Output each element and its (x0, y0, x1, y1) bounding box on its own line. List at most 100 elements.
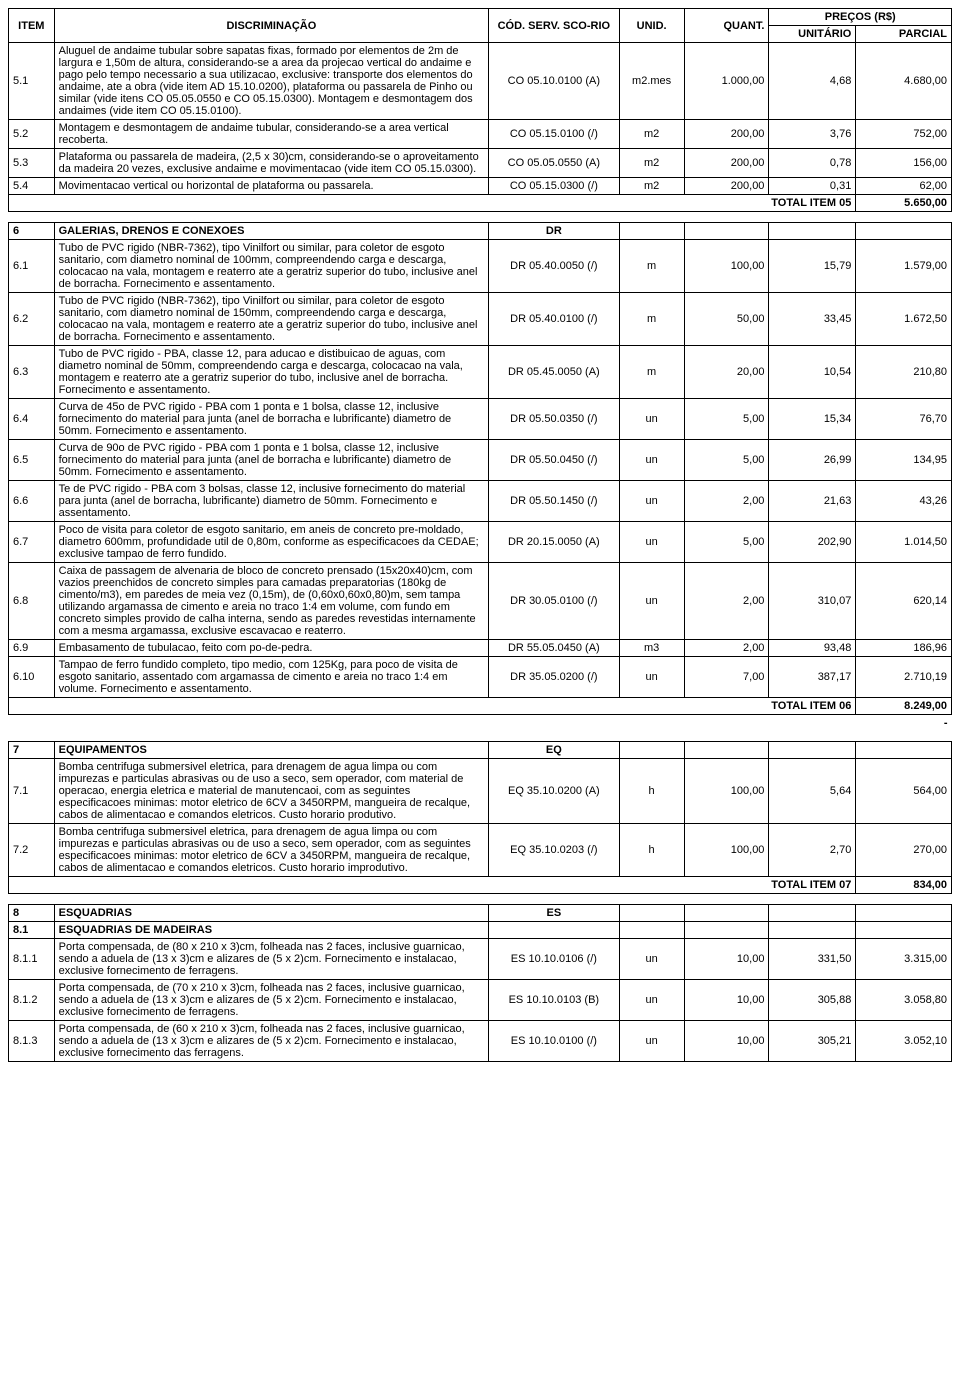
cell-unid: m3 (619, 640, 684, 657)
blank (856, 223, 952, 240)
table-row: 6.2Tubo de PVC rigido (NBR-7362), tipo V… (9, 293, 952, 346)
blank (684, 742, 769, 759)
table-row: 6.4Curva de 45o de PVC rigido - PBA com … (9, 399, 952, 440)
cell-cod: CO 05.10.0100 (A) (489, 43, 619, 120)
table-row: 6.8Caixa de passagem de alvenaria de blo… (9, 563, 952, 640)
table-row: 8.1.2Porta compensada, de (70 x 210 x 3)… (9, 980, 952, 1021)
cell-cod: DR 05.40.0100 (/) (489, 293, 619, 346)
cell-disc: Bomba centrifuga submersivel eletrica, p… (54, 759, 489, 824)
cell-unid: un (619, 522, 684, 563)
table-row: 6.5Curva de 90o de PVC rigido - PBA com … (9, 440, 952, 481)
cell-unit: 15,34 (769, 399, 856, 440)
cell-item: 6.1 (9, 240, 55, 293)
budget-table-07: 7 EQUIPAMENTOS EQ 7.1Bomba centrifuga su… (8, 741, 952, 894)
group6-total-row: TOTAL ITEM 06 8.249,00 (9, 698, 952, 715)
group7-total: 834,00 (856, 877, 952, 894)
cell-item: 6.3 (9, 346, 55, 399)
cell-item: 6.6 (9, 481, 55, 522)
cell-quant: 1.000,00 (684, 43, 769, 120)
group8-sub-item: 8.1 (9, 922, 55, 939)
cell-item: 5.1 (9, 43, 55, 120)
group8-body: 8.1.1Porta compensada, de (80 x 210 x 3)… (9, 939, 952, 1062)
group5-total-row: TOTAL ITEM 05 5.650,00 (9, 195, 952, 212)
cell-cod: CO 05.15.0100 (/) (489, 120, 619, 149)
group5-total-label: TOTAL ITEM 05 (9, 195, 856, 212)
cell-item: 8.1.1 (9, 939, 55, 980)
blank (856, 905, 952, 922)
table-row: 6.9Embasamento de tubulacao, feito com p… (9, 640, 952, 657)
cell-cod: ES 10.10.0106 (/) (489, 939, 619, 980)
table-row: 6.7Poco de visita para coletor de esgoto… (9, 522, 952, 563)
cell-quant: 200,00 (684, 149, 769, 178)
table-row: 8.1.3Porta compensada, de (60 x 210 x 3)… (9, 1021, 952, 1062)
cell-unid: m2.mes (619, 43, 684, 120)
cell-quant: 100,00 (684, 240, 769, 293)
cell-cod: DR 05.50.1450 (/) (489, 481, 619, 522)
cell-unid: un (619, 440, 684, 481)
cell-disc: Tubo de PVC rigido (NBR-7362), tipo Vini… (54, 293, 489, 346)
cell-disc: Plataforma ou passarela de madeira, (2,5… (54, 149, 489, 178)
group6-header-row: 6 GALERIAS, DRENOS E CONEXOES DR (9, 223, 952, 240)
hdr-parc: PARCIAL (856, 26, 952, 43)
group5-total: 5.650,00 (856, 195, 952, 212)
cell-unit: 0,78 (769, 149, 856, 178)
cell-parc: 752,00 (856, 120, 952, 149)
cell-cod: ES 10.10.0103 (B) (489, 980, 619, 1021)
cell-item: 7.2 (9, 824, 55, 877)
cell-item: 6.2 (9, 293, 55, 346)
cell-cod: DR 35.05.0200 (/) (489, 657, 619, 698)
cell-unit: 305,88 (769, 980, 856, 1021)
cell-cod: DR 20.15.0050 (A) (489, 522, 619, 563)
cell-unid: m2 (619, 149, 684, 178)
cell-unit: 33,45 (769, 293, 856, 346)
blank (769, 223, 856, 240)
cell-quant: 200,00 (684, 120, 769, 149)
cell-quant: 10,00 (684, 939, 769, 980)
cell-disc: Porta compensada, de (60 x 210 x 3)cm, f… (54, 1021, 489, 1062)
cell-disc: Embasamento de tubulacao, feito com po-d… (54, 640, 489, 657)
table-row: 6.6Te de PVC rigido - PBA com 3 bolsas, … (9, 481, 952, 522)
cell-parc: 62,00 (856, 178, 952, 195)
blank (619, 922, 684, 939)
cell-unid: un (619, 1021, 684, 1062)
cell-parc: 156,00 (856, 149, 952, 178)
cell-unid: m (619, 293, 684, 346)
cell-quant: 7,00 (684, 657, 769, 698)
cell-item: 5.3 (9, 149, 55, 178)
cell-disc: Bomba centrifuga submersivel eletrica, p… (54, 824, 489, 877)
group6-disc: GALERIAS, DRENOS E CONEXOES (54, 223, 489, 240)
cell-parc: 2.710,19 (856, 657, 952, 698)
group7-item: 7 (9, 742, 55, 759)
cell-cod: DR 05.50.0350 (/) (489, 399, 619, 440)
cell-cod: DR 30.05.0100 (/) (489, 563, 619, 640)
cell-unit: 15,79 (769, 240, 856, 293)
group8-disc: ESQUADRIAS (54, 905, 489, 922)
cell-unit: 202,90 (769, 522, 856, 563)
cell-unit: 2,70 (769, 824, 856, 877)
cell-quant: 5,00 (684, 399, 769, 440)
cell-parc: 564,00 (856, 759, 952, 824)
cell-unit: 93,48 (769, 640, 856, 657)
cell-disc: Tampao de ferro fundido completo, tipo m… (54, 657, 489, 698)
hdr-unid: UNID. (619, 9, 684, 43)
group8-subheader-row: 8.1 ESQUADRIAS DE MADEIRAS (9, 922, 952, 939)
cell-unit: 331,50 (769, 939, 856, 980)
cell-parc: 620,14 (856, 563, 952, 640)
cell-cod: DR 55.05.0450 (A) (489, 640, 619, 657)
cell-unid: m2 (619, 178, 684, 195)
table-row: 5.4Movimentacao vertical ou horizontal d… (9, 178, 952, 195)
group8-header-row: 8 ESQUADRIAS ES (9, 905, 952, 922)
cell-parc: 43,26 (856, 481, 952, 522)
cell-parc: 3.315,00 (856, 939, 952, 980)
group5-body: 5.1Aluguel de andaime tubular sobre sapa… (9, 43, 952, 195)
hdr-item: ITEM (9, 9, 55, 43)
cell-disc: Aluguel de andaime tubular sobre sapatas… (54, 43, 489, 120)
cell-disc: Poco de visita para coletor de esgoto sa… (54, 522, 489, 563)
table-row: 6.3Tubo de PVC rigido - PBA, classe 12, … (9, 346, 952, 399)
group8-sub-disc: ESQUADRIAS DE MADEIRAS (54, 922, 489, 939)
blank (684, 223, 769, 240)
blank (856, 922, 952, 939)
cell-unit: 310,07 (769, 563, 856, 640)
group7-cod: EQ (489, 742, 619, 759)
cell-unid: h (619, 759, 684, 824)
